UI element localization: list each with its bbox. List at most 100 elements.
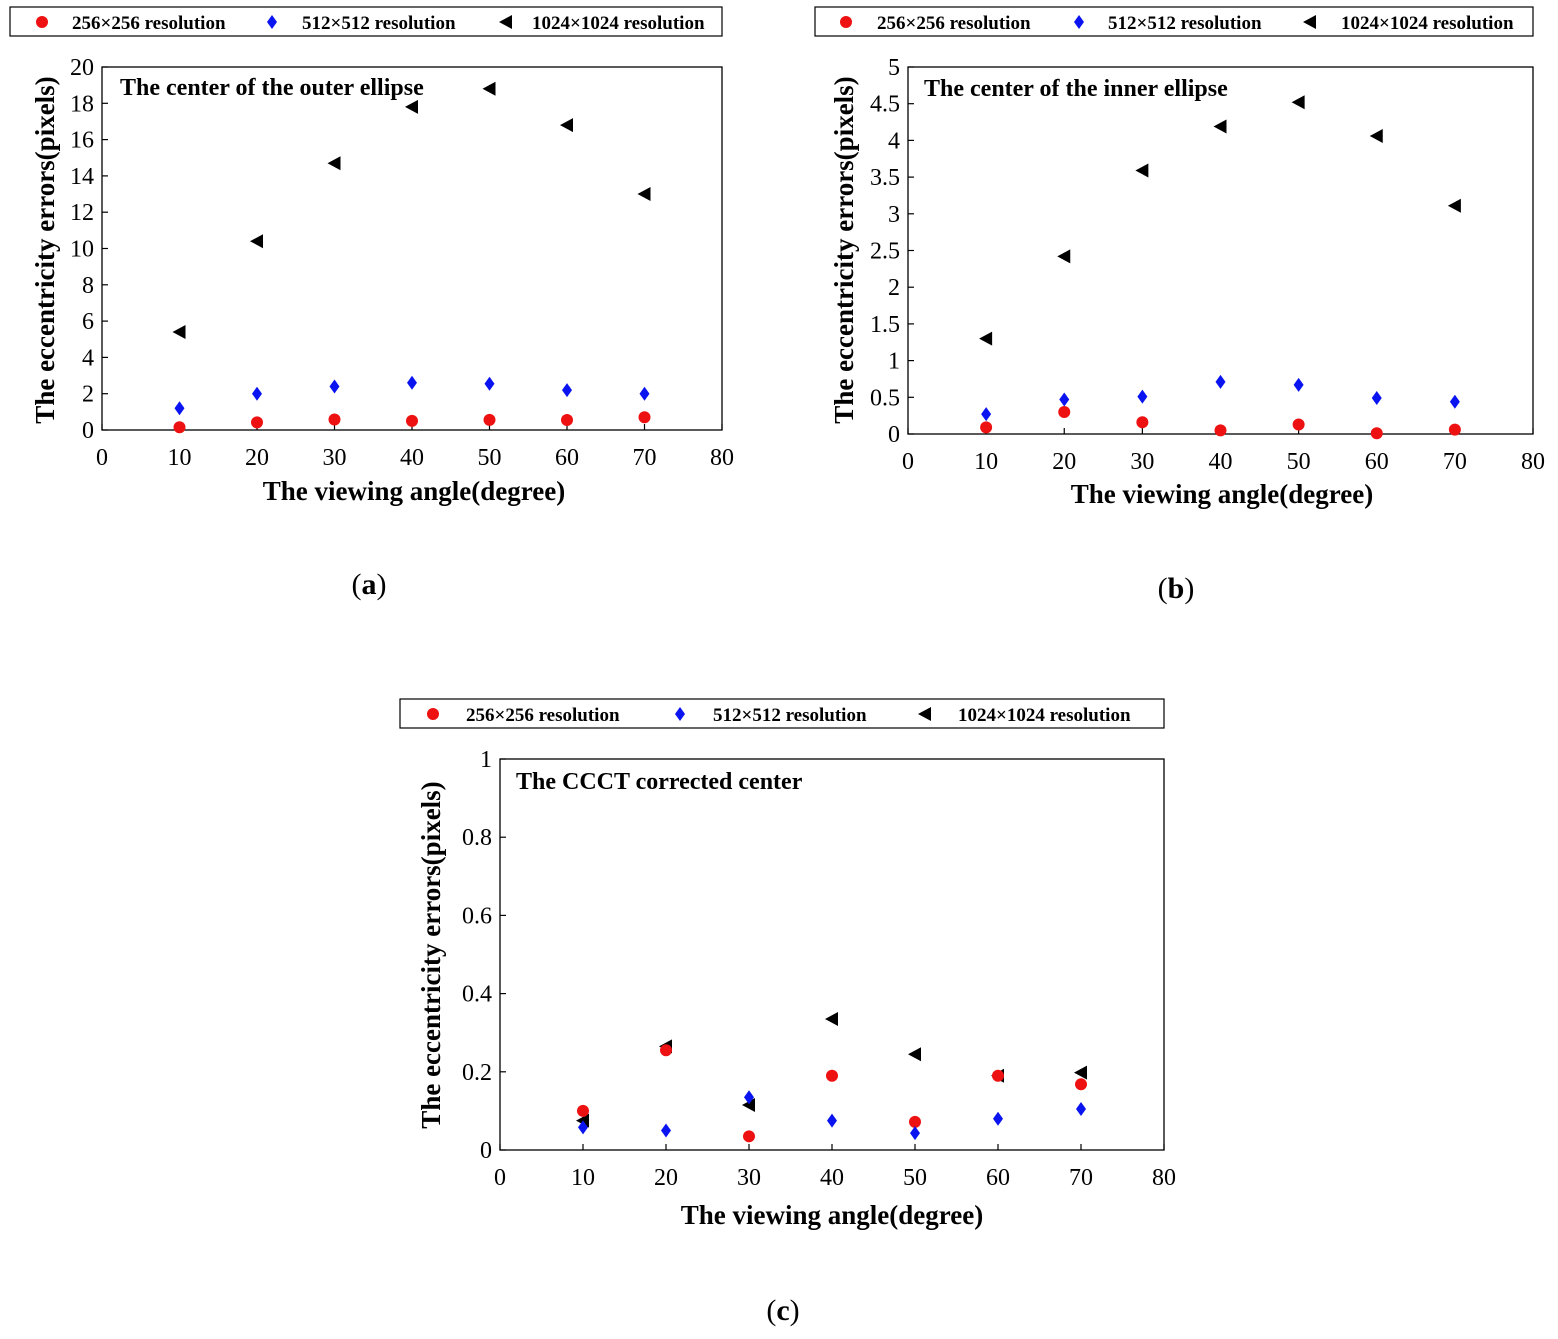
y-tick-label: 2 [82,382,94,408]
point-s256 [1448,423,1461,436]
legend-label-s256: 256×256 resolution [877,13,1031,34]
point-s1024 [405,99,418,114]
x-tick-label: 40 [820,1165,844,1191]
point-s256 [561,414,573,427]
x-tick-label: 10 [571,1165,595,1191]
point-s512 [744,1090,754,1105]
y-tick-label: 2 [888,275,900,301]
legend-label-s1024: 1024×1024 resolution [1341,13,1514,34]
x-tick-label: 20 [245,445,269,471]
y-tick-label: 0.6 [462,903,492,929]
x-tick-label: 20 [1052,449,1076,475]
y-axis-label: The eccentricity errors(pixels) [416,781,446,1128]
y-tick-label: 0.4 [462,982,492,1008]
point-s256 [638,411,651,424]
x-tick-label: 10 [168,445,192,471]
legend-marker-s1024 [1303,15,1316,29]
point-s512 [174,401,185,416]
y-tick-label: 0.8 [462,825,492,851]
y-axis-label: The eccentricity errors(pixels) [30,76,60,423]
y-tick-label: 6 [82,309,94,335]
point-s256 [992,1069,1004,1082]
y-axis-ticks: 0 2 4 6 8 10 12 14 16 18 20 [70,55,108,444]
y-tick-label: 4 [888,128,900,154]
point-s512 [1076,1101,1086,1116]
point-s256 [577,1104,589,1117]
point-s512 [661,1123,671,1138]
x-axis-label: The viewing angle(degree) [1071,479,1373,509]
y-tick-label: 1 [888,349,900,375]
point-s256 [980,421,993,434]
point-s256 [173,421,186,434]
legend-box [9,6,723,37]
x-tick-label: 40 [400,445,424,471]
point-s256 [826,1069,838,1082]
point-s1024 [482,81,496,96]
y-tick-label: 3.5 [870,165,900,191]
legend: 256×256 resolution 512×512 resolution 1024… [427,705,1131,726]
point-s512 [993,1111,1003,1126]
point-s512 [484,376,495,391]
point-s1024 [637,187,651,202]
y-axis-ticks: 0 0.5 1 1.5 2 2.5 3 3.5 4 4.5 5 [870,55,914,448]
point-s256 [1214,424,1227,437]
y-tick-label: 16 [70,128,94,154]
x-axis-ticks: 0 10 20 30 40 50 60 70 80 [96,424,734,471]
x-tick-label: 0 [96,445,108,471]
x-tick-label: 60 [986,1165,1010,1191]
legend-marker-s256 [36,16,48,28]
legend-marker-s256 [840,16,852,28]
plot-frame [101,66,723,431]
panel-b: 256×256 resolution 512×512 resolution 1024… [814,6,1545,605]
y-tick-label: 0 [480,1138,492,1164]
point-s1024 [742,1098,755,1113]
point-s1024 [1291,95,1305,110]
panel-letter: b [1168,572,1185,605]
data-points [576,1012,1087,1143]
x-tick-label: 80 [1521,449,1545,475]
point-s256 [1136,416,1149,429]
legend-label-s256: 256×256 resolution [466,705,620,726]
legend-label-s512: 512×512 resolution [713,705,867,726]
point-s1024 [560,118,573,133]
panel-title: The CCCT corrected center [516,769,803,795]
point-s512 [981,407,992,422]
point-s512 [562,383,572,398]
y-tick-label: 3 [888,202,900,228]
y-tick-label: 4 [82,345,94,371]
y-axis-label: The eccentricity errors(pixels) [829,76,859,423]
point-s256 [1075,1078,1087,1091]
point-s512 [639,386,650,401]
legend-marker-s512 [1074,15,1084,29]
point-s1024 [1074,1065,1087,1080]
point-s256 [909,1115,921,1128]
point-s512 [1293,377,1304,392]
point-s256 [1370,427,1383,440]
y-tick-label: 0.5 [870,385,900,411]
data-points [979,95,1461,440]
panel-title: The center of the outer ellipse [120,75,424,101]
x-tick-label: 0 [494,1165,506,1191]
x-tick-label: 10 [974,449,998,475]
x-tick-label: 70 [1069,1165,1093,1191]
point-s256 [406,414,418,427]
x-tick-label: 20 [654,1165,678,1191]
x-axis-label: The viewing angle(degree) [681,1200,983,1230]
legend-label-s512: 512×512 resolution [1108,13,1262,34]
x-tick-label: 70 [1443,449,1467,475]
legend-marker-s1024 [499,15,512,29]
x-tick-label: 30 [323,445,347,471]
y-axis-ticks: 0 0.2 0.4 0.6 0.8 1 [462,747,506,1164]
data-points [172,81,651,434]
panel-caption: (b) [1158,572,1195,605]
point-s256 [251,416,263,429]
point-s512 [1137,389,1148,404]
y-tick-label: 10 [70,237,94,263]
point-s256 [660,1044,672,1057]
point-s512 [827,1113,837,1128]
panel-letter: c [776,1294,789,1327]
panel-title: The center of the inner ellipse [924,76,1228,102]
panel-a: 256×256 resolution 512×512 resolution 1024… [9,6,734,601]
legend-label-s512: 512×512 resolution [302,13,456,34]
point-s1024 [908,1047,921,1062]
